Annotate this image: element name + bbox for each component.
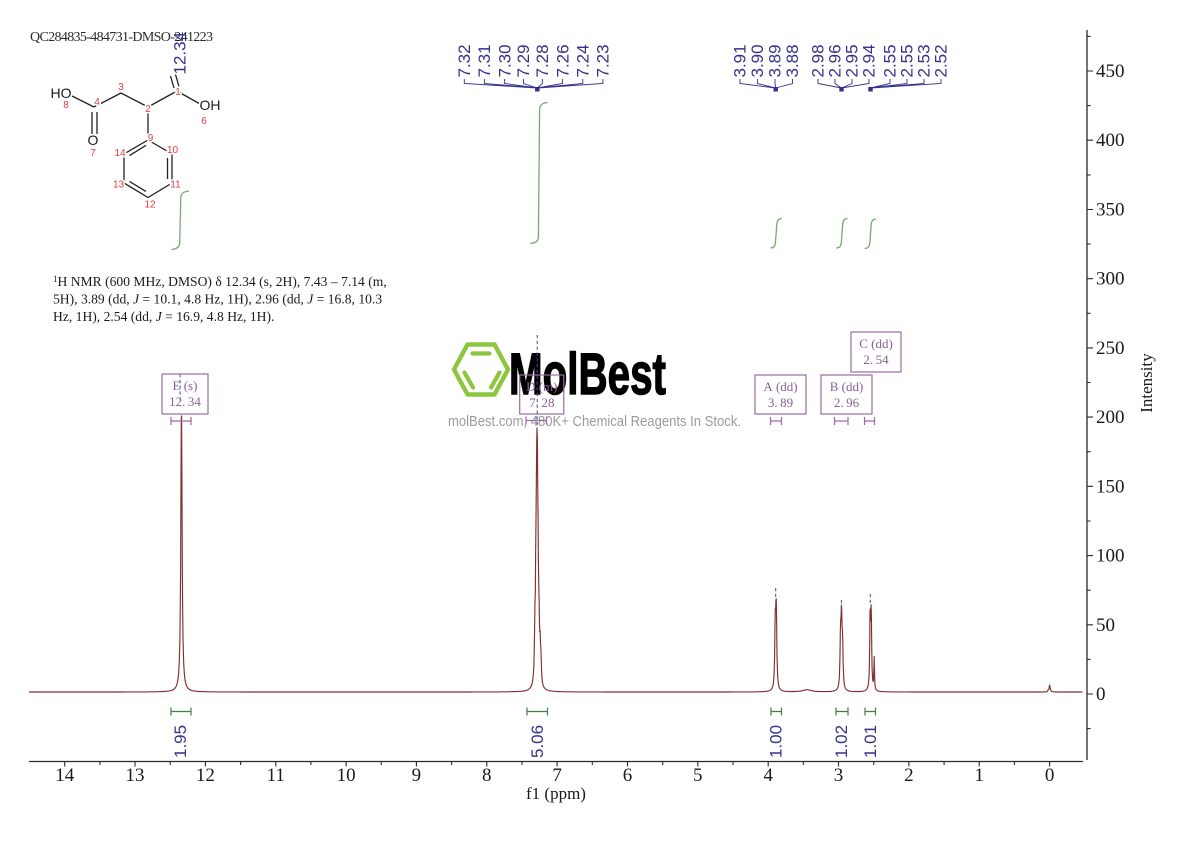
svg-text:6: 6 (201, 116, 207, 127)
svg-text:B (dd): B (dd) (830, 379, 864, 394)
svg-text:D (m): D (m) (526, 379, 557, 394)
svg-text:3. 89: 3. 89 (768, 395, 793, 410)
svg-text:QC284835-484731-DMSO-241223: QC284835-484731-DMSO-241223 (30, 30, 213, 45)
svg-text:400: 400 (1096, 130, 1125, 151)
svg-text:14: 14 (114, 148, 126, 159)
svg-text:11: 11 (267, 765, 285, 786)
svg-text:2.52: 2.52 (932, 44, 951, 77)
svg-text:1.01: 1.01 (861, 725, 880, 758)
svg-text:100: 100 (1096, 546, 1125, 567)
svg-text:5.06: 5.06 (528, 725, 547, 758)
svg-text:7.31: 7.31 (475, 44, 494, 77)
svg-text:7.29: 7.29 (514, 44, 533, 77)
svg-text:7: 7 (90, 148, 96, 159)
svg-text:3.89: 3.89 (766, 44, 785, 77)
svg-text:3.91: 3.91 (731, 44, 750, 77)
svg-text:2.96: 2.96 (826, 44, 845, 77)
svg-text:Intensity: Intensity (1137, 353, 1156, 413)
svg-text:2.98: 2.98 (809, 44, 828, 77)
svg-text:2.95: 2.95 (843, 44, 862, 77)
svg-text:0: 0 (1096, 684, 1106, 705)
svg-text:2. 96: 2. 96 (834, 395, 860, 410)
svg-text:10: 10 (337, 765, 356, 786)
svg-text:50: 50 (1096, 615, 1115, 636)
svg-text:250: 250 (1096, 338, 1125, 359)
svg-text:2.55: 2.55 (881, 44, 900, 77)
svg-text:14: 14 (55, 765, 75, 786)
svg-text:13: 13 (113, 180, 125, 191)
svg-text:3: 3 (834, 765, 844, 786)
svg-text:0: 0 (1045, 765, 1055, 786)
svg-text:1: 1 (974, 765, 984, 786)
svg-text:4: 4 (763, 765, 773, 786)
svg-text:OH: OH (200, 97, 221, 113)
svg-text:1.00: 1.00 (766, 725, 785, 758)
svg-text:8: 8 (482, 765, 492, 786)
svg-text:HO: HO (51, 85, 72, 101)
svg-text:12: 12 (144, 200, 156, 211)
svg-text:E (s): E (s) (173, 378, 198, 393)
svg-text:7.30: 7.30 (495, 44, 514, 77)
svg-text:2.94: 2.94 (860, 44, 879, 77)
svg-text:2.55: 2.55 (898, 44, 917, 77)
svg-text:1.02: 1.02 (832, 725, 851, 758)
svg-text:7: 7 (552, 765, 562, 786)
svg-text:C (dd): C (dd) (859, 336, 893, 351)
svg-text:f1 (ppm): f1 (ppm) (526, 784, 586, 803)
svg-text:A (dd): A (dd) (763, 379, 797, 394)
svg-text:6: 6 (623, 765, 633, 786)
svg-text:350: 350 (1096, 200, 1125, 221)
svg-text:13: 13 (126, 765, 145, 786)
svg-text:10: 10 (167, 145, 179, 156)
svg-text:300: 300 (1096, 269, 1125, 290)
svg-text:9: 9 (148, 133, 154, 144)
svg-text:2.53: 2.53 (915, 44, 934, 77)
svg-text:450: 450 (1096, 61, 1125, 82)
svg-text:7.28: 7.28 (533, 44, 552, 77)
svg-text:7.23: 7.23 (594, 44, 613, 77)
svg-text:molBest.com, 480K+ Chemical Re: molBest.com, 480K+ Chemical Reagents In … (448, 413, 741, 430)
svg-text:200: 200 (1096, 407, 1125, 428)
svg-text:1H NMR (600 MHz, DMSO) δ 12.34: 1H NMR (600 MHz, DMSO) δ 12.34 (s, 2H), … (53, 274, 387, 325)
svg-text:3.88: 3.88 (783, 44, 802, 77)
svg-text:5: 5 (693, 765, 703, 786)
svg-text:9: 9 (412, 765, 422, 786)
svg-text:7.26: 7.26 (553, 44, 572, 77)
svg-text:1.95: 1.95 (171, 725, 190, 758)
svg-text:7. 28: 7. 28 (529, 395, 554, 410)
svg-text:3.90: 3.90 (748, 44, 767, 77)
svg-text:12: 12 (196, 765, 215, 786)
svg-text:8: 8 (63, 100, 69, 111)
svg-text:4: 4 (94, 97, 100, 108)
svg-text:12. 34: 12. 34 (169, 394, 201, 409)
svg-text:2: 2 (904, 765, 914, 786)
svg-text:11: 11 (170, 180, 181, 191)
svg-text:7.32: 7.32 (455, 44, 474, 77)
svg-text:2. 54: 2. 54 (863, 352, 889, 367)
svg-text:1: 1 (175, 87, 181, 98)
svg-text:150: 150 (1096, 476, 1125, 497)
svg-text:O: O (88, 132, 99, 148)
svg-text:12.34: 12.34 (171, 32, 190, 75)
svg-text:2: 2 (145, 104, 151, 115)
svg-text:7.24: 7.24 (574, 44, 593, 77)
svg-text:3: 3 (118, 82, 124, 93)
